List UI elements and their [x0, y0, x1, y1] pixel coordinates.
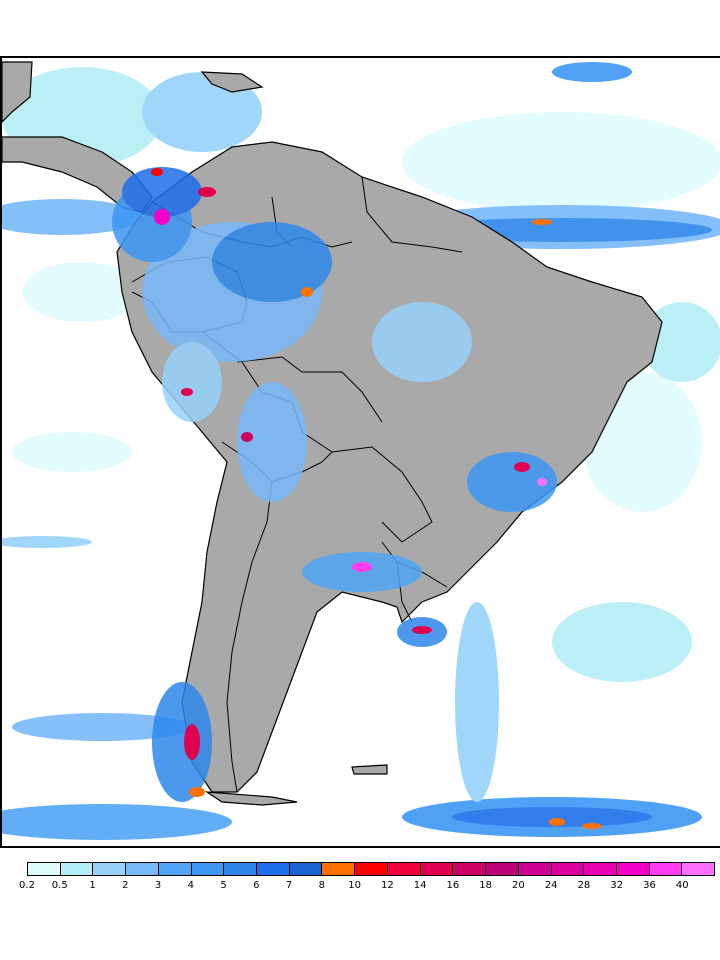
- colorbar-bin: [682, 863, 715, 875]
- colorbar-bin: [126, 863, 159, 875]
- colorbar-tick-label: 0.2: [19, 880, 35, 891]
- colorbar-tick-label: 3: [154, 880, 162, 891]
- colorbar-bin: [60, 863, 94, 875]
- colorbar-tick-label: 14: [413, 880, 427, 891]
- colorbar-tick-label: 6: [253, 880, 260, 891]
- colorbar-bin: [616, 863, 650, 875]
- colorbar-tick-label: 7: [285, 880, 293, 891]
- colorbar-labels: 0.2 0.5 1 2 3 4 5 6 7 8 10 12 14 16 18 20 24 28 32 36 40: [19, 880, 715, 894]
- colorbar: [27, 862, 715, 876]
- colorbar-bin: [420, 863, 454, 875]
- colorbar-bin: [93, 863, 127, 875]
- colorbar-bin: [289, 863, 323, 875]
- colorbar-bin: [387, 863, 421, 875]
- colorbar-bin: [584, 863, 617, 875]
- heavy-precip-cores: [151, 168, 602, 829]
- map-canvas: [2, 61, 720, 840]
- colorbar-tick-label: 8: [318, 880, 326, 891]
- colorbar-tick-label: 40: [675, 880, 689, 891]
- colorbar-bin: [355, 863, 388, 875]
- colorbar-bin: [551, 863, 585, 875]
- colorbar-tick-label: 0.5: [51, 880, 68, 891]
- colorbar-tick-label: 36: [643, 880, 656, 891]
- colorbar-bin: [158, 863, 192, 875]
- colorbar-tick-label: 2: [122, 880, 129, 891]
- colorbar-bin: [224, 863, 258, 875]
- precipitation-map: [0, 56, 720, 848]
- colorbar-bin: [191, 863, 225, 875]
- colorbar-bin: [518, 863, 552, 875]
- colorbar-tick-label: 32: [610, 880, 624, 891]
- colorbar-bin: [28, 863, 61, 875]
- colorbar-bin: [453, 863, 487, 875]
- land-precip: [112, 167, 557, 802]
- colorbar-bin: [257, 863, 290, 875]
- colorbar-tick-label: 10: [348, 880, 361, 891]
- colorbar-tick-label: 24: [544, 880, 558, 891]
- colorbar-tick-label: 12: [381, 880, 394, 891]
- colorbar-tick-label: 4: [187, 880, 194, 891]
- colorbar-tick-label: 1: [89, 880, 96, 891]
- colorbar-tick-label: 5: [220, 880, 227, 891]
- colorbar-bin: [486, 863, 519, 875]
- colorbar-tick-label: 16: [446, 880, 460, 891]
- colorbar-tick-label: 20: [512, 880, 525, 891]
- colorbar-bin: [649, 863, 683, 875]
- colorbar-tick-label: 18: [479, 880, 493, 891]
- colorbar-bin: [322, 863, 356, 875]
- colorbar-tick-label: 28: [577, 880, 591, 891]
